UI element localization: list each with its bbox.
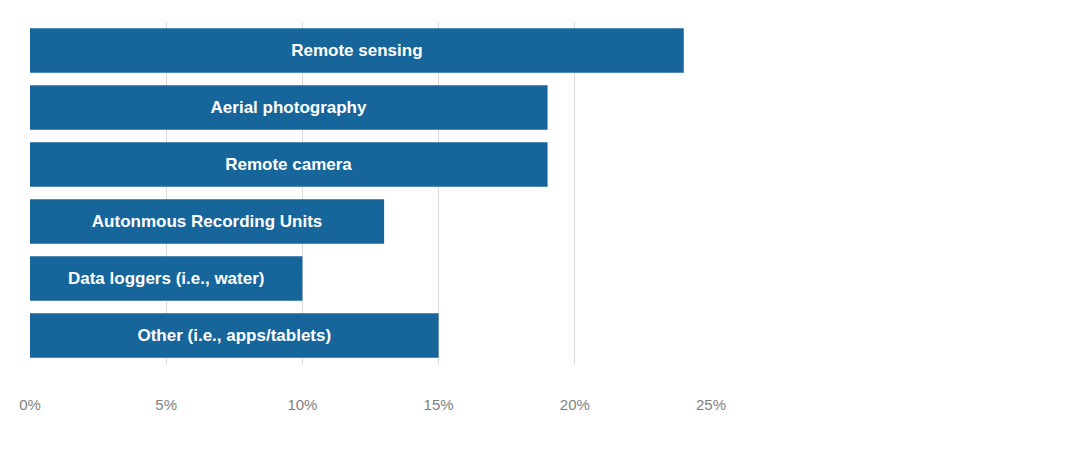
svg-text:Remote sensing: Remote sensing [291, 41, 422, 60]
svg-text:0%: 0% [19, 396, 41, 413]
svg-text:15%: 15% [424, 396, 454, 413]
svg-text:Remote camera: Remote camera [225, 155, 352, 174]
svg-text:10%: 10% [287, 396, 317, 413]
svg-text:Autonmous Recording Units: Autonmous Recording Units [92, 212, 322, 231]
svg-text:Aerial photography: Aerial photography [211, 98, 367, 117]
svg-text:5%: 5% [155, 396, 177, 413]
svg-text:Other (i.e., apps/tablets): Other (i.e., apps/tablets) [137, 326, 331, 345]
svg-text:Data loggers (i.e., water): Data loggers (i.e., water) [68, 269, 265, 288]
svg-text:20%: 20% [560, 396, 590, 413]
svg-text:25%: 25% [696, 396, 726, 413]
